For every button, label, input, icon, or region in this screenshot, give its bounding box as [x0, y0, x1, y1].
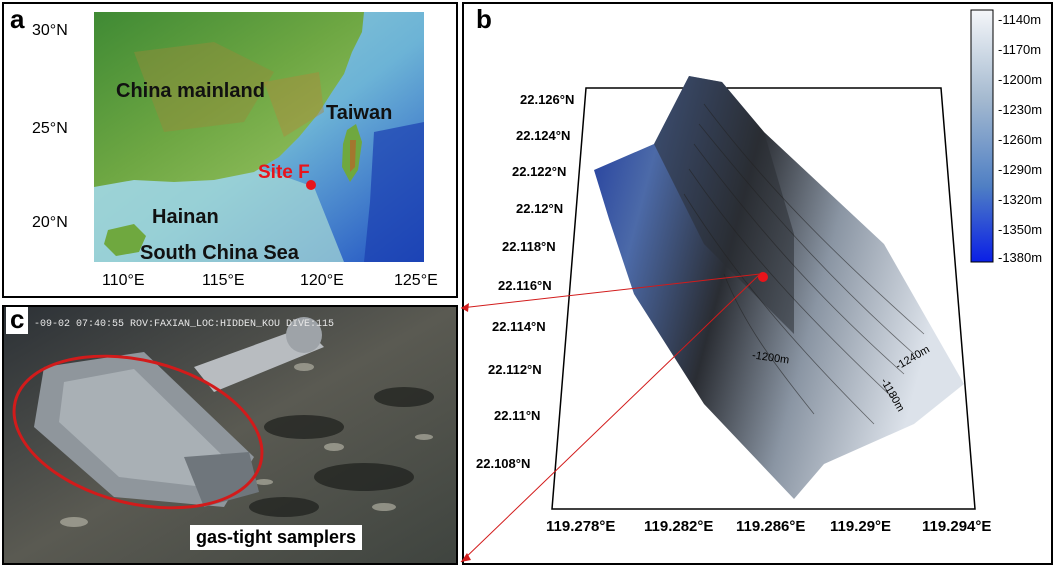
colorbar-tick: -1170m — [998, 42, 1042, 57]
site-f-marker-bathymetry — [758, 272, 768, 282]
b-lon-tick: 119.294°E — [922, 518, 992, 535]
b-lon-tick: 119.278°E — [546, 518, 616, 535]
bathymetry-3d-surface — [551, 9, 994, 510]
colorbar-tick: -1350m — [998, 222, 1043, 237]
panel-c-letter: c — [6, 307, 29, 334]
label-hainan: Hainan — [152, 206, 219, 228]
seafloor-photo — [4, 307, 456, 563]
label-china-mainland: China mainland — [116, 80, 265, 102]
b-lat-tick: 22.116°N — [498, 278, 552, 293]
colorbar-tick: -1260m — [998, 132, 1043, 147]
panel-c-seafloor-photo: -09-02 07:40:55 ROV:FAXIAN_LOC:HIDDEN_KO… — [2, 305, 458, 565]
site-f-marker — [306, 180, 316, 190]
colorbar-tick: -1380m — [998, 250, 1043, 265]
b-lat-tick: 22.112°N — [488, 362, 542, 377]
lon-tick-120: 120°E — [300, 272, 344, 289]
colorbar-tick: -1320m — [998, 192, 1043, 207]
panel-b-bathymetry: b — [462, 2, 1053, 565]
lat-tick-20: 20°N — [32, 214, 68, 231]
colorbar-tick: -1140m — [998, 12, 1042, 27]
b-lon-tick: 119.29°E — [830, 518, 892, 535]
gas-tight-samplers-label: gas-tight samplers — [190, 525, 363, 550]
b-lat-tick: 22.11°N — [494, 408, 541, 423]
regional-topo-map — [94, 12, 424, 262]
b-lat-tick: 22.114°N — [492, 319, 546, 334]
b-lat-tick: 22.118°N — [502, 239, 556, 254]
b-lat-tick: 22.124°N — [516, 128, 571, 143]
b-lat-tick: 22.12°N — [516, 201, 564, 216]
label-south-china-sea: South China Sea — [140, 242, 299, 264]
b-lon-tick: 119.282°E — [644, 518, 714, 535]
label-taiwan: Taiwan — [326, 102, 393, 124]
b-lon-tick: 119.286°E — [736, 518, 806, 535]
lon-tick-125: 125°E — [394, 272, 438, 289]
panel-a-letter: a — [10, 4, 25, 34]
lat-tick-30: 30°N — [32, 22, 68, 39]
b-lat-tick: 22.122°N — [512, 164, 567, 179]
panel-b-letter: b — [476, 4, 492, 34]
colorbar-tick: -1200m — [998, 72, 1043, 87]
lon-tick-110: 110°E — [102, 272, 145, 289]
rov-overlay-text: -09-02 07:40:55 ROV:FAXIAN_LOC:HIDDEN_KO… — [34, 319, 335, 330]
colorbar-tick: -1290m — [998, 162, 1043, 177]
lat-tick-25: 25°N — [32, 120, 68, 137]
panel-a-location-map: a 30°N 25°N 20°N 110°E — [2, 2, 458, 298]
label-site-f: Site F — [258, 162, 310, 183]
lon-tick-115: 115°E — [202, 272, 245, 289]
b-lat-tick: 22.108°N — [476, 456, 531, 471]
colorbar-tick: -1230m — [998, 102, 1043, 117]
b-lat-tick: 22.126°N — [520, 92, 575, 107]
